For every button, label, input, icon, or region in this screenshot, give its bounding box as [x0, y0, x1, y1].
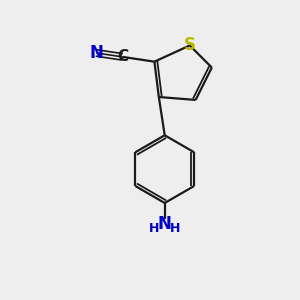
Text: S: S — [184, 37, 196, 55]
Text: H: H — [170, 221, 180, 235]
Text: H: H — [149, 221, 160, 235]
Text: C: C — [117, 50, 128, 64]
Text: N: N — [89, 44, 103, 62]
Text: N: N — [158, 214, 172, 232]
